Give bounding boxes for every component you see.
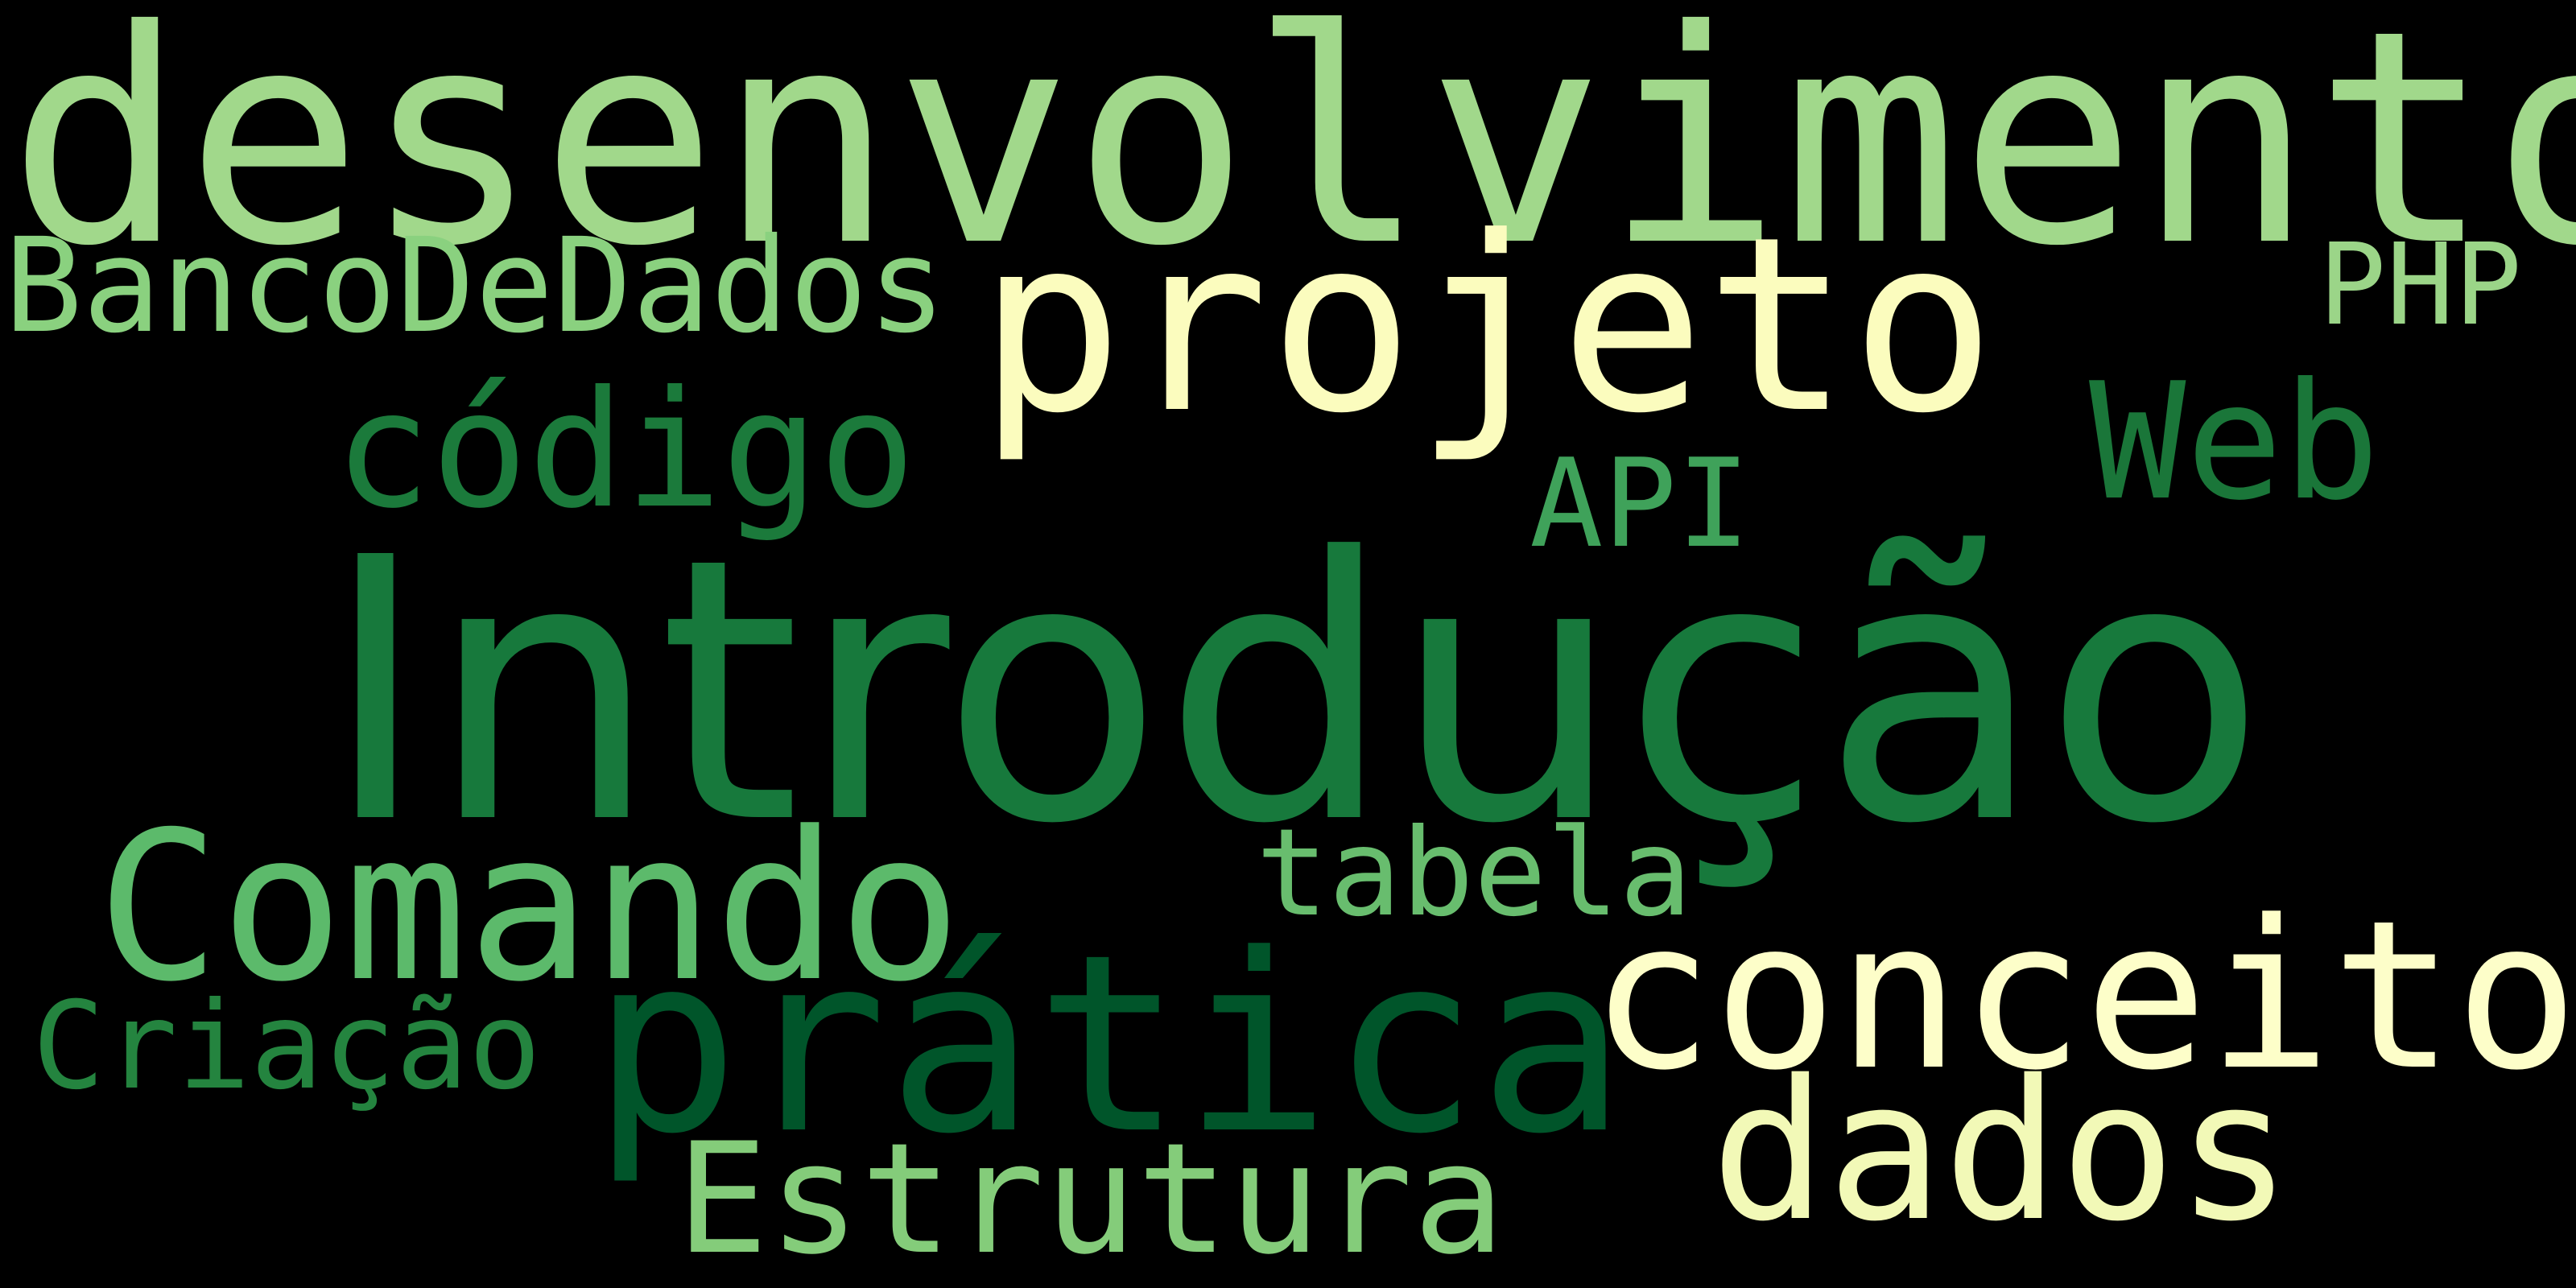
word-desenvolvimento: desenvolvimento — [8, 0, 2576, 311]
word-php: PHP — [2318, 220, 2522, 351]
word-comando: Comando — [97, 788, 962, 1027]
word-tabela: tabela — [1256, 803, 1692, 943]
word-web: Web — [2089, 349, 2380, 536]
word-pratica: prática — [592, 902, 1627, 1187]
word-introducao: Introdução — [322, 481, 2266, 903]
word-criacao: Criação — [32, 976, 542, 1117]
word-estrutura: Estrutura — [676, 1110, 1505, 1288]
word-bancodedados: BancoDeDados — [4, 211, 947, 362]
word-conceito: conceito — [1590, 877, 2576, 1116]
word-projeto: projeto — [978, 185, 1996, 466]
word-dados: dados — [1711, 1038, 2293, 1264]
word-api: API — [1530, 432, 1751, 575]
word-codigo: código — [334, 357, 916, 544]
